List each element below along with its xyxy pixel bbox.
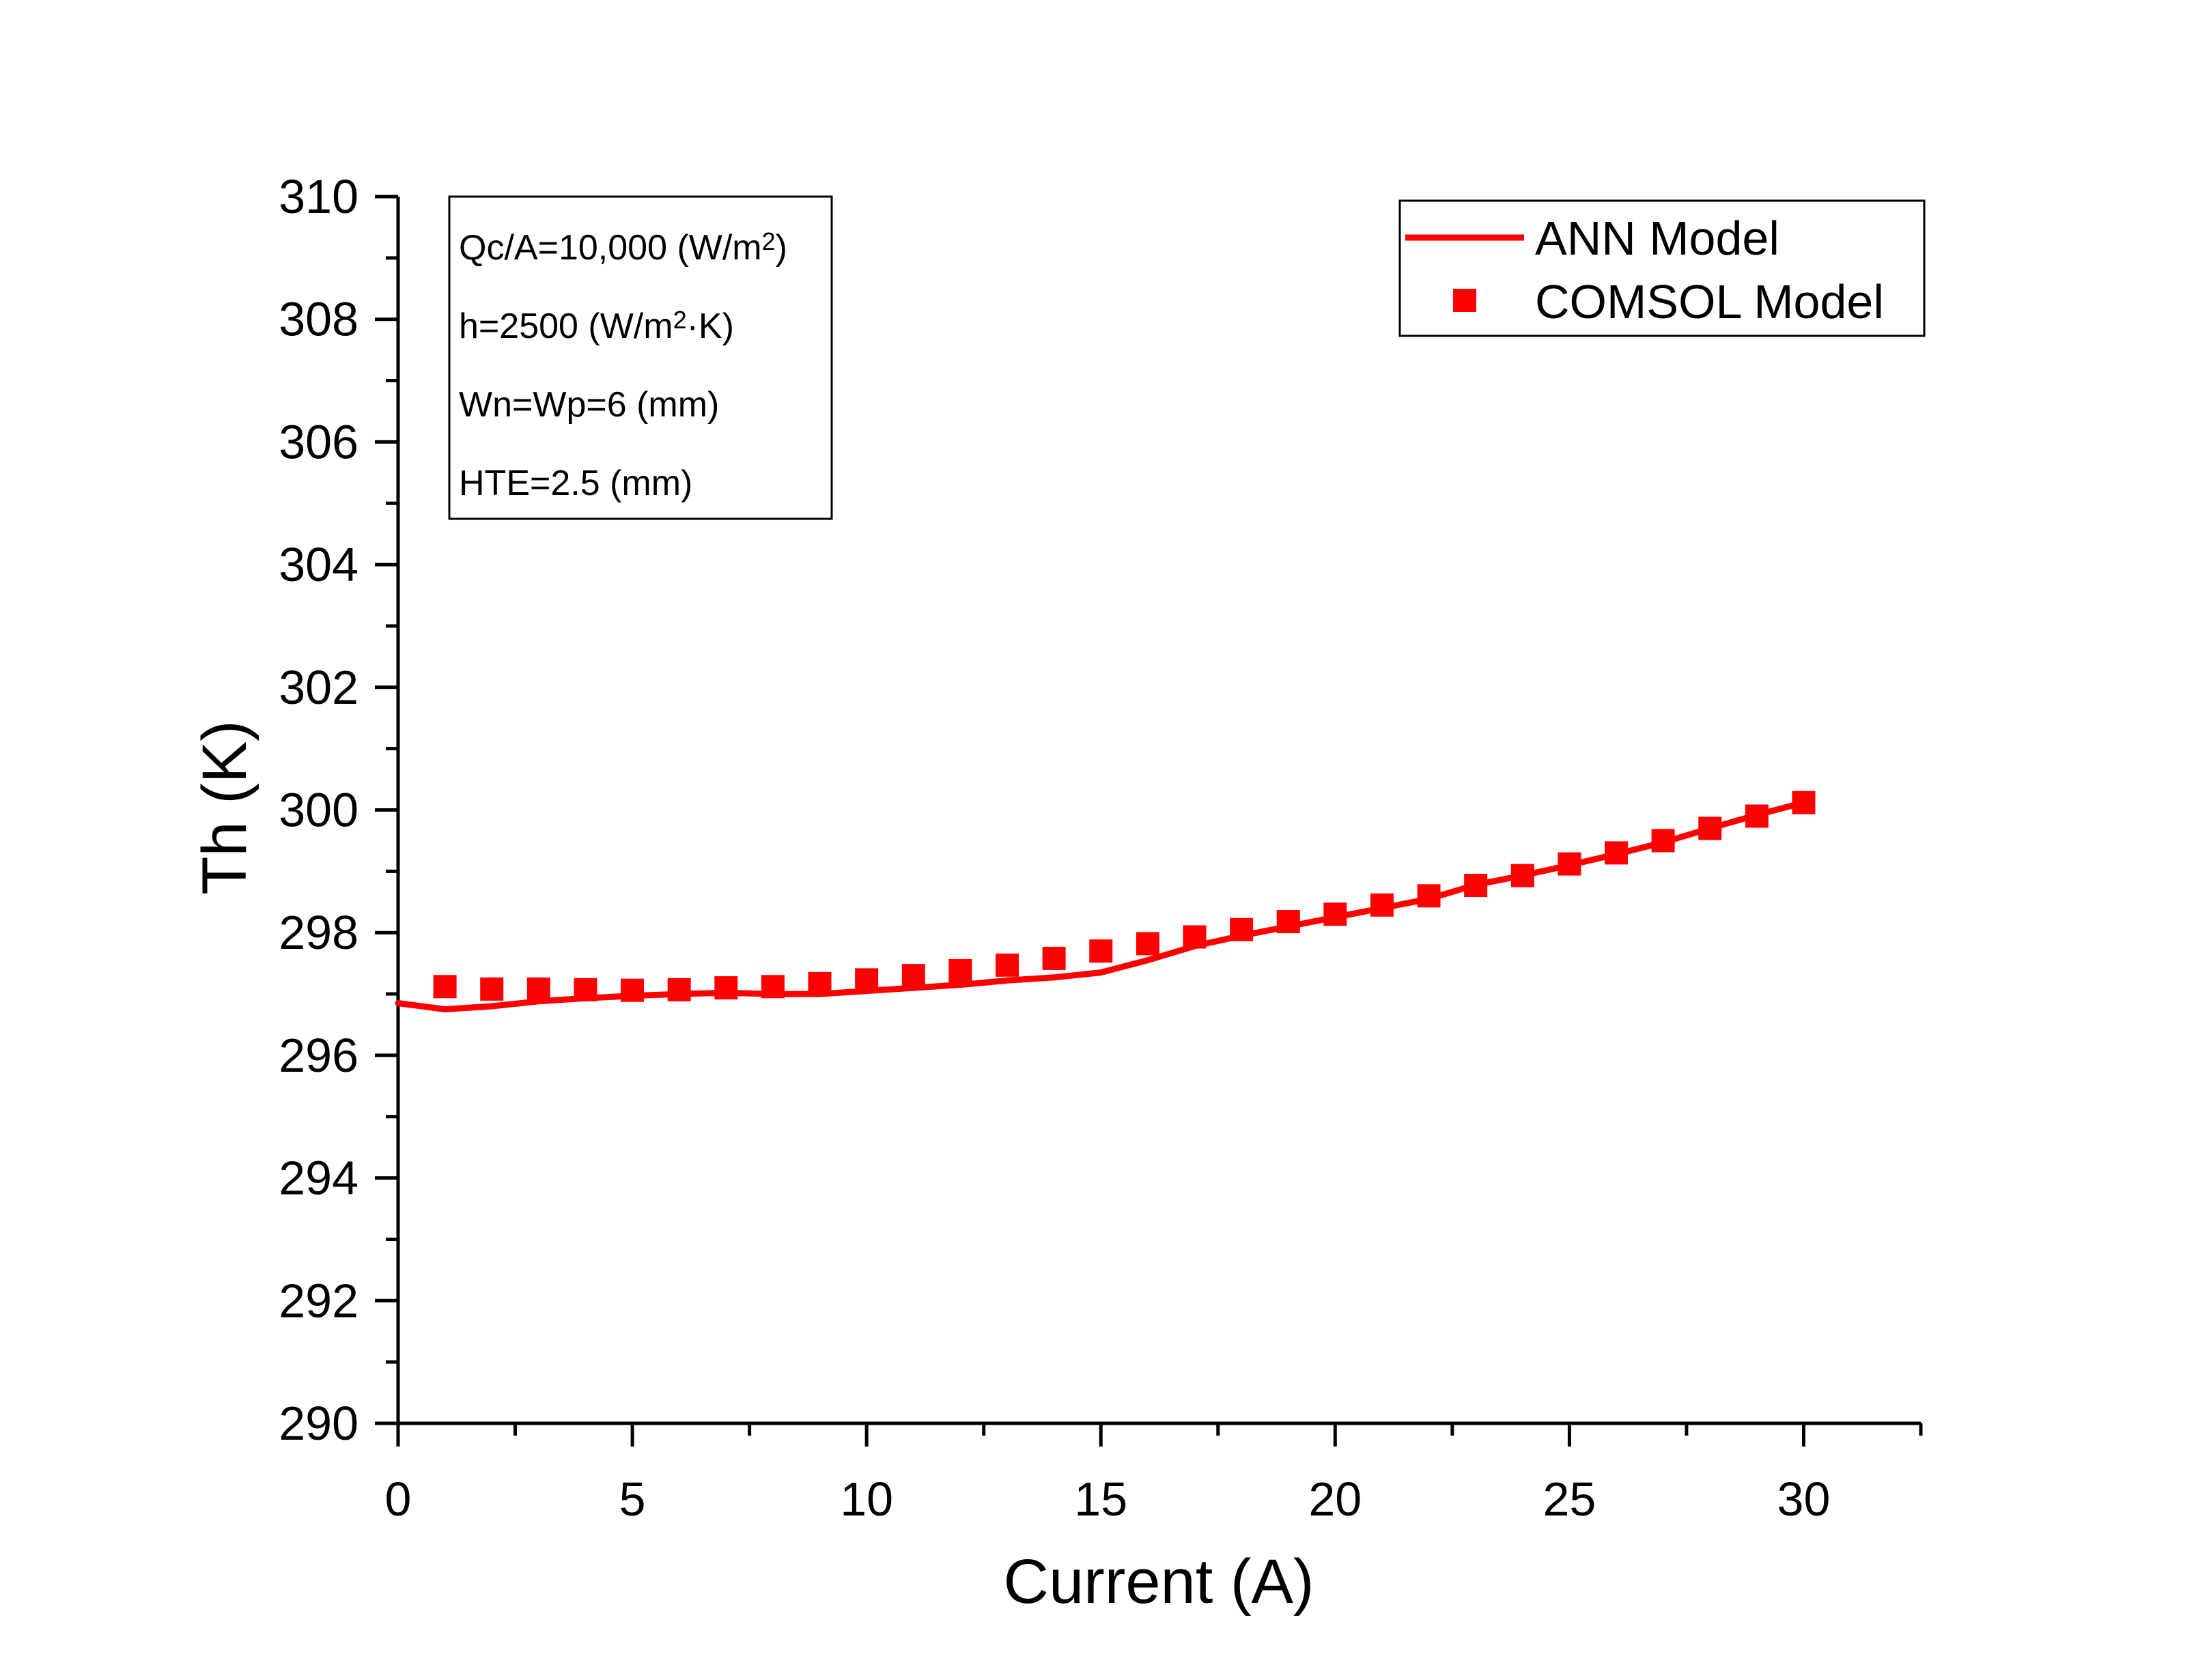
- x-tick-label: 10: [840, 1472, 893, 1526]
- comsol-data-point: [855, 968, 879, 992]
- comsol-data-point: [1042, 946, 1066, 970]
- comsol-data-point: [1089, 939, 1113, 963]
- legend-label-comsol: COMSOL Model: [1535, 275, 1884, 328]
- y-tick-label: 304: [279, 538, 358, 591]
- annotation-line-w: Wn=Wp=6 (mm): [459, 385, 719, 425]
- legend-label-ann: ANN Model: [1535, 212, 1779, 265]
- comsol-data-point: [1370, 893, 1394, 917]
- comsol-data-point: [996, 953, 1019, 977]
- x-axis-title: Current (A): [1004, 1547, 1314, 1617]
- y-tick-label: 296: [279, 1029, 358, 1082]
- x-tick-label: 5: [619, 1472, 646, 1526]
- comsol-data-point: [1605, 841, 1628, 865]
- comsol-data-point: [808, 971, 832, 995]
- comsol-data-point: [1698, 816, 1722, 840]
- comsol-data-point: [761, 975, 785, 999]
- comsol-data-point: [1276, 910, 1300, 934]
- axes: 290 292 294 296 298 300 302 304 306 308 310 0 5 10 15…: [279, 170, 1923, 1526]
- y-tick-label: 300: [279, 784, 358, 837]
- comsol-data-point: [1417, 884, 1441, 908]
- legend-comsol-square-swatch: [1453, 289, 1476, 312]
- comsol-data-point: [714, 976, 738, 1000]
- comsol-data-point: [1651, 829, 1675, 853]
- y-tick-label: 302: [279, 661, 358, 714]
- comsol-data-point: [667, 978, 691, 1001]
- y-tick-label: 292: [279, 1274, 358, 1327]
- annotation-line-hte: HTE=2.5 (mm): [459, 464, 692, 503]
- comsol-data-point: [1230, 917, 1254, 941]
- y-tick-label: 306: [279, 415, 358, 468]
- comsol-data-point: [1510, 864, 1534, 887]
- annotation-lines: Qc/A=10,000 (W/m2) h=2500 (W/m2·K) Wn=Wp=6…: [459, 227, 787, 503]
- y-tick-label: 298: [279, 906, 358, 959]
- annotation-line-qc: Qc/A=10,000 (W/m2): [459, 227, 787, 268]
- y-axis-ticks: 290 292 294 296 298 300 302 304 306 308 310: [279, 170, 398, 1450]
- x-tick-label: 30: [1777, 1472, 1831, 1526]
- comsol-data-point: [948, 958, 972, 982]
- comsol-data-point: [1323, 902, 1347, 926]
- x-tick-label: 25: [1543, 1472, 1596, 1526]
- comsol-data-point: [1183, 925, 1207, 949]
- comsol-data-point: [480, 977, 504, 1001]
- annotation-frame: [448, 195, 833, 520]
- legend-frame: [1398, 199, 1926, 337]
- comsol-data-point: [574, 978, 597, 1001]
- y-tick-label: 294: [279, 1152, 358, 1205]
- y-tick-label: 290: [279, 1397, 358, 1450]
- x-tick-label: 15: [1074, 1472, 1127, 1526]
- x-axis-ticks: 0 5 10 15 20 25 30: [385, 1423, 1923, 1526]
- y-tick-label: 310: [279, 170, 358, 223]
- x-tick-label: 0: [385, 1472, 412, 1526]
- comsol-data-point: [621, 978, 645, 1002]
- y-tick-label: 308: [279, 293, 358, 346]
- comsol-data-point: [1464, 874, 1488, 898]
- plot-area: [395, 791, 1816, 1012]
- comsol-data-point: [1792, 791, 1816, 814]
- comsol-data-point: [1136, 932, 1159, 956]
- x-tick-label: 20: [1308, 1472, 1362, 1526]
- comsol-data-point: [1745, 804, 1769, 828]
- comsol-data-point: [901, 964, 925, 988]
- annotation-line-h: h=2500 (W/m2·K): [459, 306, 734, 346]
- comsol-data-point: [526, 977, 550, 1001]
- comsol-data-point: [433, 975, 457, 999]
- comsol-data-point: [1558, 852, 1581, 876]
- legend: ANN Model COMSOL Model: [1398, 199, 1926, 337]
- parameter-annotation-box: Qc/A=10,000 (W/m2) h=2500 (W/m2·K) Wn=Wp=6…: [448, 195, 833, 520]
- y-axis-title: Th (K): [190, 720, 259, 895]
